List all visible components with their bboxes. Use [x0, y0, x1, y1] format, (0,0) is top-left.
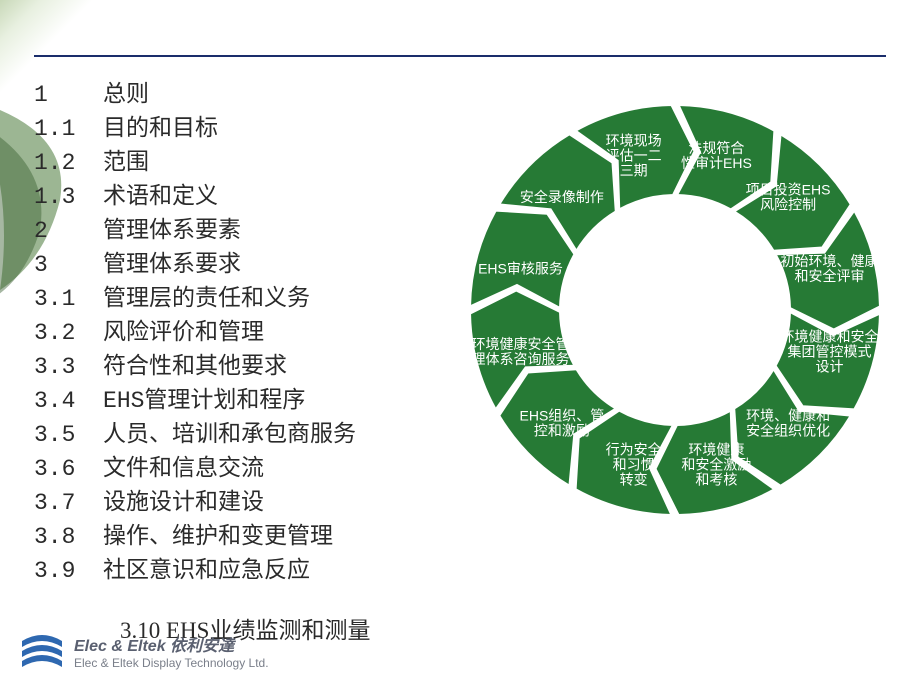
outline-row: 3.3 符合性和其他要求 — [34, 350, 356, 384]
outline-row: 3 管理体系要求 — [34, 248, 356, 282]
footer-brand-text: Elec & Eltek 依利安達 — [74, 638, 234, 655]
cycle-segment-label: 法规符合性审计EHS — [681, 140, 752, 171]
footer-brand: Elec & Eltek 依利安達 Elec & Eltek Display T… — [20, 632, 269, 670]
outline-list: 1 总则1.1 目的和目标1.2 范围1.3 术语和定义2 管理体系要素3 管理… — [34, 78, 356, 588]
footer-logo-icon — [20, 633, 64, 669]
cycle-segment-label: 初始环境、健康和安全评审 — [781, 253, 879, 284]
outline-row: 3.6 文件和信息交流 — [34, 452, 356, 486]
outline-row: 3.1 管理层的责任和义务 — [34, 282, 356, 316]
footer-subtitle-text: Elec & Eltek Display Technology Ltd. — [74, 656, 269, 670]
outline-row: 2 管理体系要素 — [34, 214, 356, 248]
cycle-diagram: 环境现场评估一二三期法规符合性审计EHS项目投资EHS风险控制初始环境、健康和安… — [450, 80, 900, 540]
outline-row: 3.4 EHS管理计划和程序 — [34, 384, 356, 418]
outline-row: 3.5 人员、培训和承包商服务 — [34, 418, 356, 452]
outline-row: 3.8 操作、维护和变更管理 — [34, 520, 356, 554]
outline-row: 3.7 设施设计和建设 — [34, 486, 356, 520]
cycle-segment-label: EHS审核服务 — [478, 261, 563, 277]
cycle-segment-label: 安全录像制作 — [520, 189, 604, 205]
outline-row: 1.3 术语和定义 — [34, 180, 356, 214]
outline-row: 3.9 社区意识和应急反应 — [34, 554, 356, 588]
outline-row: 3.2 风险评价和管理 — [34, 316, 356, 350]
cycle-segment-label: 环境健康安全管理体系咨询服务 — [472, 336, 570, 367]
outline-row: 1.1 目的和目标 — [34, 112, 356, 146]
cycle-segment-label: 环境、健康和安全组织优化 — [746, 408, 830, 439]
top-horizontal-rule — [34, 55, 886, 57]
outline-row: 1.2 范围 — [34, 146, 356, 180]
outline-row: 1 总则 — [34, 78, 356, 112]
